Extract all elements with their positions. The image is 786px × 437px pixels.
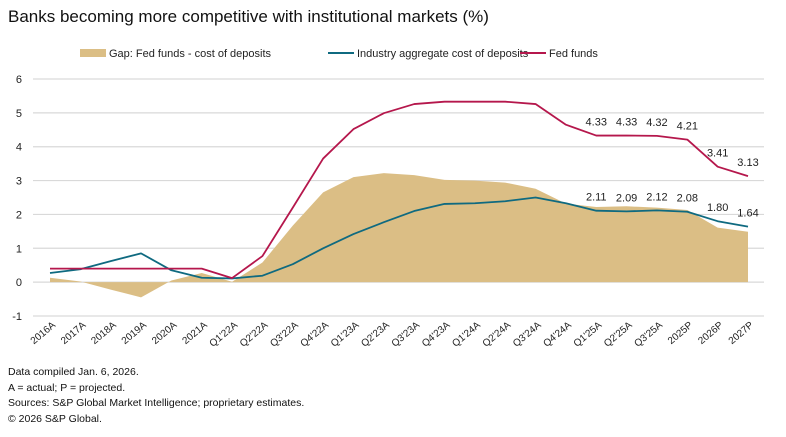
- x-tick-label: Q2'24A: [481, 320, 514, 350]
- x-tick-label: Q3'25A: [632, 320, 665, 350]
- x-tick-label: 2018A: [89, 320, 118, 347]
- data-label: 2.09: [616, 192, 637, 204]
- x-tick-label: Q1'24A: [450, 320, 483, 350]
- y-tick-label: 6: [16, 74, 22, 86]
- gap-area: [50, 173, 748, 298]
- x-tick-label: 2025P: [666, 320, 695, 347]
- data-label: 4.33: [586, 117, 607, 129]
- x-tick-label: Q3'23A: [390, 320, 423, 350]
- y-tick-label: -1: [12, 311, 22, 323]
- data-label: 3.41: [707, 148, 728, 160]
- x-tick-label: Q4'22A: [299, 320, 332, 350]
- chart-title: Banks becoming more competitive with ins…: [8, 7, 489, 26]
- fed-funds-line: [50, 100, 749, 279]
- y-tick-label: 1: [16, 243, 22, 255]
- x-tick-label: Q2'22A: [238, 320, 271, 350]
- x-tick-label: 2017A: [59, 320, 88, 347]
- legend-swatch-gap: [80, 49, 106, 57]
- x-tick-label: Q1'22A: [208, 320, 241, 350]
- y-tick-label: 3: [16, 176, 22, 188]
- data-label: 4.21: [677, 121, 698, 133]
- y-tick-label: 5: [16, 108, 22, 120]
- footnote: A = actual; P = projected.: [8, 381, 126, 394]
- x-tick-label: 2027P: [727, 320, 756, 347]
- x-tick-label: Q4'24A: [541, 320, 574, 350]
- x-tick-label: Q3'24A: [511, 320, 544, 350]
- data-label: 4.32: [646, 117, 667, 129]
- x-tick-label: 2021A: [180, 320, 209, 347]
- x-tick-label: Q3'22A: [268, 320, 301, 350]
- legend-label: Industry aggregate cost of deposits: [357, 48, 529, 60]
- y-tick-label: 4: [16, 142, 22, 154]
- footnote: © 2026 S&P Global.: [8, 412, 102, 425]
- x-tick-label: 2016A: [29, 320, 58, 347]
- y-tick-label: 0: [16, 277, 22, 289]
- cost-of-deposits-line: [49, 196, 749, 280]
- data-label: 1.64: [737, 208, 758, 220]
- legend-label: Fed funds: [549, 48, 598, 60]
- y-tick-label: 2: [16, 209, 22, 221]
- data-label: 2.08: [677, 193, 698, 205]
- data-label: 3.13: [737, 157, 758, 169]
- x-tick-label: Q2'23A: [359, 320, 392, 350]
- x-tick-label: Q2'25A: [602, 320, 635, 350]
- x-tick-label: Q4'23A: [420, 320, 453, 350]
- footnotes: Data compiled Jan. 6, 2026. A = actual; …: [8, 365, 304, 427]
- data-label: 4.33: [616, 117, 637, 129]
- legend-label: Gap: Fed funds - cost of deposits: [109, 48, 272, 60]
- x-tick-label: 2026P: [696, 320, 725, 347]
- x-tick-label: 2019A: [120, 320, 149, 347]
- footnote: Data compiled Jan. 6, 2026.: [8, 366, 139, 378]
- footnote: Sources: S&P Global Market Intelligence;…: [8, 397, 305, 409]
- data-label: 2.12: [646, 191, 667, 203]
- data-label: 2.11: [586, 192, 607, 204]
- x-tick-label: Q1'25A: [572, 320, 605, 350]
- x-tick-label: 2020A: [150, 320, 179, 347]
- x-tick-label: Q1'23A: [329, 320, 362, 350]
- data-label: 1.80: [707, 202, 728, 214]
